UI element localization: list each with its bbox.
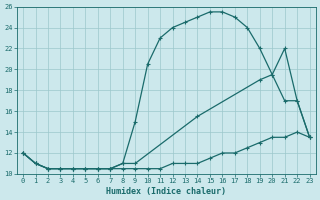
X-axis label: Humidex (Indice chaleur): Humidex (Indice chaleur) <box>106 187 226 196</box>
